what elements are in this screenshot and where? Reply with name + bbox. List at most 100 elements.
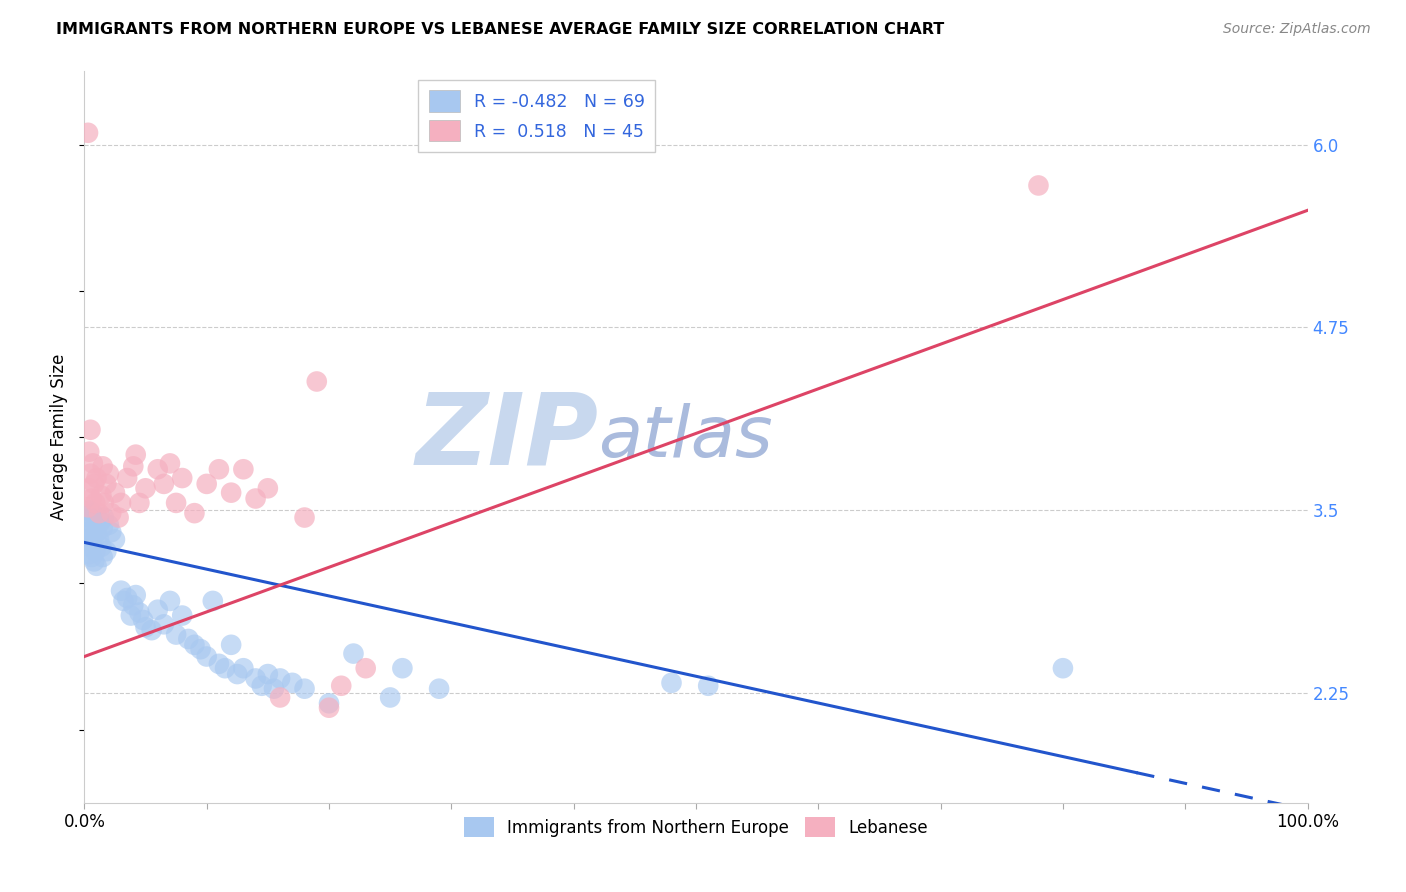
Point <box>294 681 316 696</box>
Point <box>104 533 127 547</box>
Point <box>80 491 103 506</box>
Point <box>214 661 236 675</box>
Text: IMMIGRANTS FROM NORTHERN EUROPE VS LEBANESE AVERAGE FAMILY SIZE CORRELATION CHAR: IMMIGRANTS FROM NORTHERN EUROPE VS LEBAN… <box>56 22 945 37</box>
Point <box>84 517 107 532</box>
Point <box>83 535 105 549</box>
Point <box>115 471 138 485</box>
Point <box>195 649 218 664</box>
Point <box>104 485 127 500</box>
Point <box>257 481 280 495</box>
Point <box>1052 661 1074 675</box>
Point <box>89 515 111 529</box>
Point <box>269 672 291 686</box>
Point <box>219 485 242 500</box>
Point <box>153 476 176 491</box>
Point <box>342 647 364 661</box>
Point <box>86 525 108 540</box>
Point <box>177 632 200 646</box>
Point <box>153 617 176 632</box>
Point <box>195 476 218 491</box>
Point <box>80 510 103 524</box>
Point <box>269 690 291 705</box>
Point <box>125 588 148 602</box>
Point <box>110 496 132 510</box>
Point <box>82 506 104 520</box>
Text: ZIP: ZIP <box>415 389 598 485</box>
Point <box>208 462 231 476</box>
Point <box>91 521 114 535</box>
Point <box>77 500 100 515</box>
Point <box>84 544 107 558</box>
Point <box>110 583 132 598</box>
Point <box>172 471 194 485</box>
Point <box>79 467 101 481</box>
Point <box>257 667 280 681</box>
Point <box>128 606 150 620</box>
Point <box>172 608 194 623</box>
Point <box>120 608 142 623</box>
Point <box>91 459 114 474</box>
Point <box>77 503 100 517</box>
Point <box>76 533 98 547</box>
Point <box>83 554 105 568</box>
Legend: Immigrants from Northern Europe, Lebanese: Immigrants from Northern Europe, Lebanes… <box>456 809 936 846</box>
Point <box>112 594 135 608</box>
Point <box>165 627 187 641</box>
Point <box>159 457 181 471</box>
Point <box>245 491 267 506</box>
Point <box>87 506 110 520</box>
Point <box>135 620 157 634</box>
Text: Source: ZipAtlas.com: Source: ZipAtlas.com <box>1223 22 1371 37</box>
Point <box>318 696 340 710</box>
Point <box>77 444 100 458</box>
Point <box>232 661 254 675</box>
Point <box>132 613 155 627</box>
Point <box>97 517 120 532</box>
Point <box>77 547 100 561</box>
Point <box>82 457 104 471</box>
Y-axis label: Average Family Size: Average Family Size <box>51 354 69 520</box>
Point <box>380 690 402 705</box>
Point <box>91 549 114 564</box>
Point <box>208 657 231 671</box>
Point <box>90 489 112 503</box>
Point <box>93 496 115 510</box>
Point <box>165 496 187 510</box>
Point <box>96 476 118 491</box>
Point <box>330 679 353 693</box>
Point <box>183 638 205 652</box>
Point <box>77 515 100 529</box>
Point <box>107 510 129 524</box>
Point <box>77 481 100 495</box>
Point <box>135 481 157 495</box>
Point <box>122 459 145 474</box>
Point <box>83 476 105 491</box>
Point <box>77 126 100 140</box>
Point <box>77 525 100 540</box>
Point <box>263 681 285 696</box>
Point <box>86 558 108 573</box>
Point <box>79 521 101 535</box>
Point <box>100 506 122 520</box>
Point <box>159 594 181 608</box>
Point <box>427 681 450 696</box>
Point <box>232 462 254 476</box>
Point <box>661 676 683 690</box>
Point <box>84 496 107 510</box>
Point <box>250 679 273 693</box>
Point <box>354 661 377 675</box>
Point <box>294 510 316 524</box>
Point <box>391 661 413 675</box>
Point <box>226 667 249 681</box>
Point <box>128 496 150 510</box>
Point <box>82 530 104 544</box>
Point <box>97 467 120 481</box>
Point <box>80 549 103 564</box>
Point <box>305 375 328 389</box>
Point <box>87 510 110 524</box>
Text: atlas: atlas <box>598 402 773 472</box>
Point <box>115 591 138 605</box>
Point <box>96 544 118 558</box>
Point <box>201 594 224 608</box>
Point <box>90 540 112 554</box>
